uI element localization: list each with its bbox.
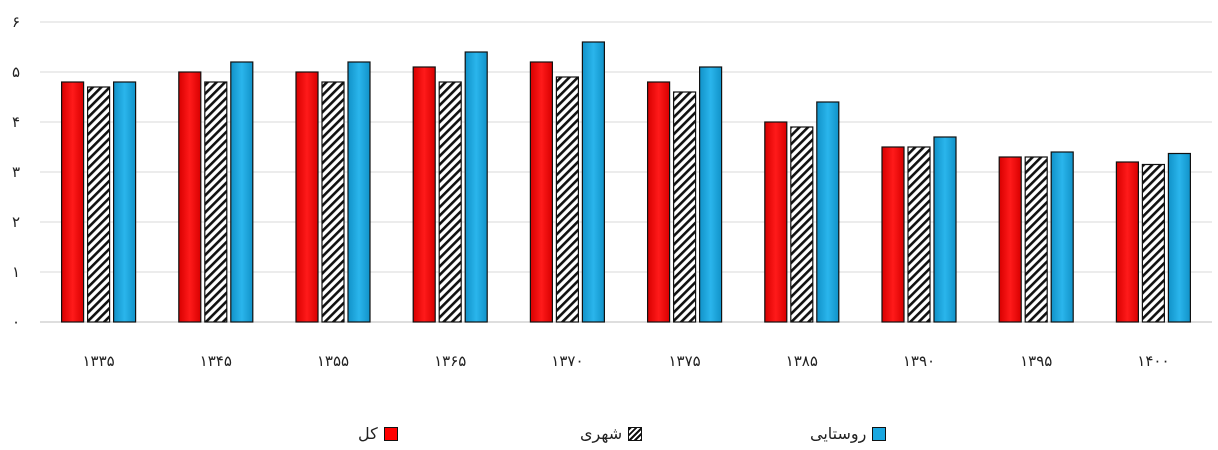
bar-urban bbox=[1024, 156, 1048, 323]
bar-urban bbox=[790, 126, 814, 323]
x-tick-label: ۱۳۸۵ bbox=[786, 352, 818, 370]
bar-urban bbox=[555, 76, 580, 323]
y-tick-label: ۵ bbox=[12, 63, 20, 81]
x-tick-label: ۱۳۹۵ bbox=[1020, 352, 1052, 370]
y-tick-label: ۳ bbox=[12, 163, 20, 181]
bar-total bbox=[529, 61, 554, 323]
bar-rural bbox=[112, 81, 137, 323]
bar-total bbox=[998, 156, 1022, 323]
bars bbox=[60, 41, 1192, 323]
legend-swatch-urban bbox=[628, 426, 643, 441]
bar-rural bbox=[816, 101, 840, 323]
x-tick-label: ۱۳۷۵ bbox=[668, 352, 700, 370]
bar-chart: ۰ ۱ ۲ ۳ ۴ ۵ ۶ ۱۳۳۵ ۱۳۴۵ ۱۳۵۵ ۱۳۶۵ ۱۳۷۰ ۱۳۷۵ ۱۳۸۵ ۱۳۹۰… bbox=[12, 13, 1212, 370]
bar-rural bbox=[698, 66, 723, 323]
bar-rural bbox=[1050, 151, 1074, 323]
y-tick-label: ۰ bbox=[12, 313, 20, 331]
x-tick-label: ۱۳۵۵ bbox=[317, 352, 349, 370]
bar-total bbox=[60, 81, 85, 323]
bar-total bbox=[1115, 161, 1140, 323]
bar-total bbox=[764, 121, 788, 323]
legend-swatch-rural bbox=[872, 426, 887, 441]
bar-rural bbox=[933, 136, 957, 323]
x-tick-label: ۱۳۳۵ bbox=[82, 352, 114, 370]
y-tick-label: ۱ bbox=[12, 263, 20, 281]
bar-urban bbox=[321, 81, 345, 323]
y-tick-label: ۲ bbox=[12, 213, 20, 231]
legend-item-rural: روستایی bbox=[810, 424, 887, 443]
bar-total bbox=[881, 146, 905, 323]
bar-total bbox=[412, 66, 436, 323]
bar-urban bbox=[672, 91, 697, 323]
bar-rural bbox=[347, 61, 371, 323]
legend-label-total: کل bbox=[358, 424, 378, 443]
y-tick-label: ۶ bbox=[12, 13, 20, 31]
x-tick-label: ۱۳۴۵ bbox=[200, 352, 232, 370]
bar-total bbox=[178, 71, 202, 323]
x-tick-label: ۱۴۰۰ bbox=[1137, 352, 1169, 370]
bar-rural bbox=[230, 61, 254, 323]
x-tick-label: ۱۳۹۰ bbox=[903, 352, 935, 370]
bar-rural bbox=[1167, 152, 1192, 323]
bar-total bbox=[295, 71, 319, 323]
legend-item-urban: شهری bbox=[580, 424, 643, 443]
x-tick-label: ۱۳۷۰ bbox=[551, 352, 583, 370]
legend-swatch-total bbox=[383, 426, 398, 441]
bar-urban bbox=[438, 81, 462, 323]
bar-rural bbox=[581, 41, 606, 323]
legend-label-rural: روستایی bbox=[810, 424, 867, 443]
bar-rural bbox=[464, 51, 488, 323]
x-tick-label: ۱۳۶۵ bbox=[434, 352, 466, 370]
legend: کل شهری روستایی bbox=[0, 424, 1218, 448]
x-axis-ticks: ۱۳۳۵ ۱۳۴۵ ۱۳۵۵ ۱۳۶۵ ۱۳۷۰ ۱۳۷۵ ۱۳۸۵ ۱۳۹۰ ۱۳۹۵ ۱۴۰۰ bbox=[82, 352, 1169, 370]
legend-item-total: کل bbox=[358, 424, 398, 443]
bar-urban bbox=[907, 146, 931, 323]
y-tick-label: ۴ bbox=[12, 113, 20, 131]
bar-urban bbox=[1141, 163, 1166, 323]
bar-urban bbox=[86, 86, 111, 323]
bar-total bbox=[646, 81, 671, 323]
y-axis-ticks: ۰ ۱ ۲ ۳ ۴ ۵ ۶ bbox=[12, 13, 20, 331]
bar-urban bbox=[204, 81, 228, 323]
legend-label-urban: شهری bbox=[580, 424, 623, 443]
